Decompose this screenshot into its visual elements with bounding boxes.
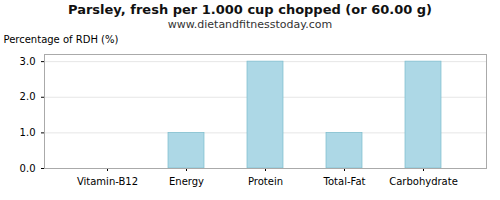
svg-text:Energy: Energy — [169, 176, 204, 187]
svg-text:Vitamin-B12: Vitamin-B12 — [77, 176, 138, 187]
svg-text:1.0: 1.0 — [20, 127, 36, 138]
svg-text:Total-Fat: Total-Fat — [323, 176, 366, 187]
html-text:www.dietandfitnesstoday.com: www.dietandfitnesstoday.com — [167, 18, 333, 31]
svg-text:3.0: 3.0 — [20, 56, 36, 67]
html-text:Parsley, fresh per 1.000 cup c: Parsley, fresh per 1.000 cup chopped (or… — [68, 2, 432, 17]
svg-text:0.0: 0.0 — [20, 163, 36, 174]
svg-text:Protein: Protein — [248, 176, 283, 187]
svg-text:Percentage of RDH (%): Percentage of RDH (%) — [4, 34, 119, 45]
svg-text:2.0: 2.0 — [20, 91, 36, 102]
svg-text:Carbohydrate: Carbohydrate — [389, 176, 458, 187]
